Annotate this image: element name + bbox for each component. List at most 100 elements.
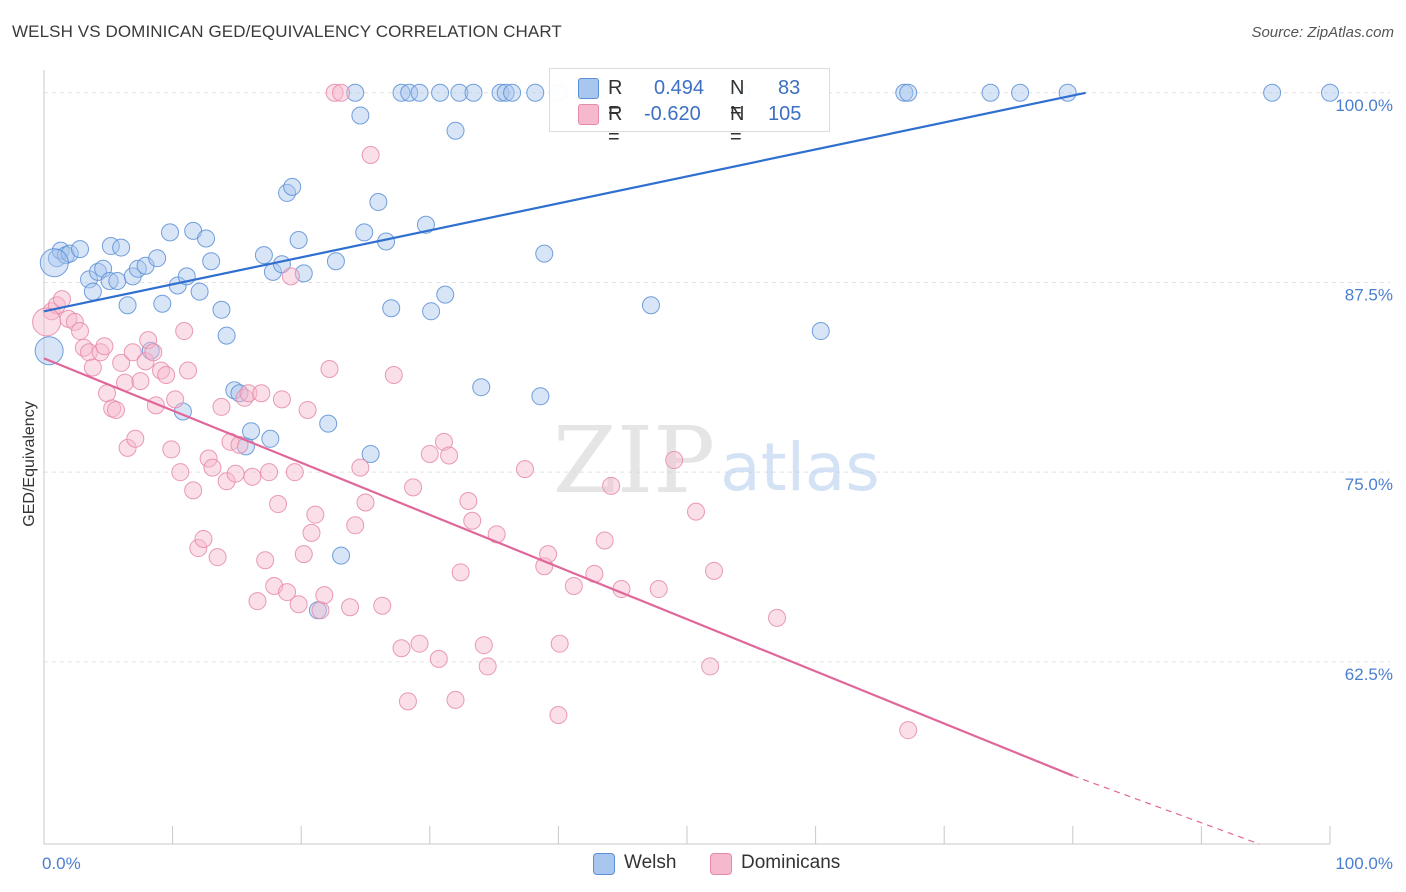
dominican-point <box>248 592 267 611</box>
welsh-point <box>225 381 244 400</box>
r-value: 0.494 <box>654 77 705 99</box>
welsh-point <box>1263 83 1282 102</box>
dominican-point <box>65 312 84 331</box>
welsh-point <box>446 121 465 140</box>
welsh-point <box>190 282 209 301</box>
dominican-point <box>281 267 300 286</box>
dominican-point <box>346 516 365 535</box>
dominican-point <box>157 366 176 385</box>
welsh-point <box>392 83 411 102</box>
dominican-point <box>294 545 313 564</box>
dominican-point <box>226 464 245 483</box>
dominican-point <box>139 331 158 350</box>
welsh-point <box>422 302 441 321</box>
dominican-point <box>212 397 231 416</box>
source-label: Source: ZipAtlas.com <box>1251 24 1394 41</box>
dominican-point <box>269 495 288 514</box>
trend-lines <box>43 91 1260 845</box>
dominican-point <box>311 601 330 620</box>
welsh-point <box>118 296 137 315</box>
dominican-trend-line <box>43 357 1074 777</box>
r-label: R = <box>608 103 623 148</box>
y-tick-label: 87.5% <box>1345 285 1393 304</box>
dominican-point <box>184 481 203 500</box>
welsh-legend-swatch <box>593 853 615 875</box>
dominican-point <box>392 639 411 658</box>
dominican-point <box>162 440 181 459</box>
welsh-point <box>108 271 127 290</box>
welsh-point <box>464 83 483 102</box>
welsh-point <box>410 83 429 102</box>
welsh-point <box>34 336 64 366</box>
welsh-point <box>283 177 302 196</box>
legend-label: Dominicans <box>741 852 841 873</box>
y-tick-label: 75.0% <box>1345 475 1393 494</box>
dominican-point <box>144 343 163 362</box>
welsh-trend-line <box>43 91 1086 313</box>
dominican-point <box>459 492 478 511</box>
welsh-point <box>1011 83 1030 102</box>
dominican-point <box>384 366 403 385</box>
tick-labels: 100.0% 87.5% 75.0% 62.5% 0.0% 100.0% <box>42 96 1393 873</box>
welsh-point <box>811 322 830 341</box>
dominican-point <box>451 563 470 582</box>
dominican-point <box>175 322 194 341</box>
dominican-point <box>446 690 465 709</box>
dominican-point <box>252 384 271 403</box>
welsh-point <box>899 83 918 102</box>
dominican-point <box>595 531 614 550</box>
dominican-point <box>420 444 439 463</box>
axes <box>43 70 1331 845</box>
dominican-point <box>239 384 258 403</box>
welsh-point <box>346 83 365 102</box>
welsh-point <box>39 248 69 278</box>
welsh-point <box>496 83 515 102</box>
dominican-point <box>404 478 423 497</box>
welsh-point <box>526 83 545 102</box>
welsh-point <box>326 252 345 271</box>
dominican-point <box>332 83 351 102</box>
welsh-point <box>212 300 231 319</box>
x-tick-label: 0.0% <box>42 854 81 873</box>
welsh-point <box>1321 83 1339 102</box>
dominican-point <box>649 580 668 599</box>
dominican-point <box>687 502 706 521</box>
welsh-point <box>80 270 99 289</box>
dominican-point <box>260 463 279 482</box>
y-tick-label: 62.5% <box>1345 665 1393 684</box>
welsh-point <box>332 546 351 565</box>
dominican-point <box>899 721 918 740</box>
dominican-point <box>410 634 429 653</box>
dominican-point <box>199 449 218 468</box>
dominican-point <box>126 429 145 448</box>
welsh-point <box>369 193 388 212</box>
dominican-point <box>171 463 190 482</box>
n-value: 83 <box>778 77 801 99</box>
welsh-point <box>153 294 172 313</box>
dominican-point <box>112 353 131 372</box>
dominican-point <box>118 438 137 457</box>
dominican-point <box>203 458 222 477</box>
dominican-point <box>398 692 417 711</box>
dominican-swatch <box>578 104 599 125</box>
welsh-point <box>278 183 297 202</box>
welsh-point <box>71 240 90 259</box>
dominican-point <box>306 505 325 524</box>
dominican-point <box>278 583 297 602</box>
dominican-point <box>194 529 213 548</box>
welsh-point <box>641 296 660 315</box>
dominican-point <box>320 359 339 378</box>
dominican-point <box>315 586 334 605</box>
welsh-swatch <box>578 78 599 99</box>
welsh-points <box>34 83 1339 620</box>
dominican-point <box>356 493 375 512</box>
dominican-point <box>602 476 621 495</box>
dominican-point <box>53 290 72 309</box>
dominican-legend-swatch <box>710 853 732 875</box>
dominican-point <box>351 458 370 477</box>
chart-title: WELSH VS DOMINICAN GED/EQUIVALENCY CORRE… <box>12 22 562 41</box>
welsh-point <box>60 244 79 263</box>
welsh-point <box>981 83 1000 102</box>
dominican-point <box>208 548 227 567</box>
